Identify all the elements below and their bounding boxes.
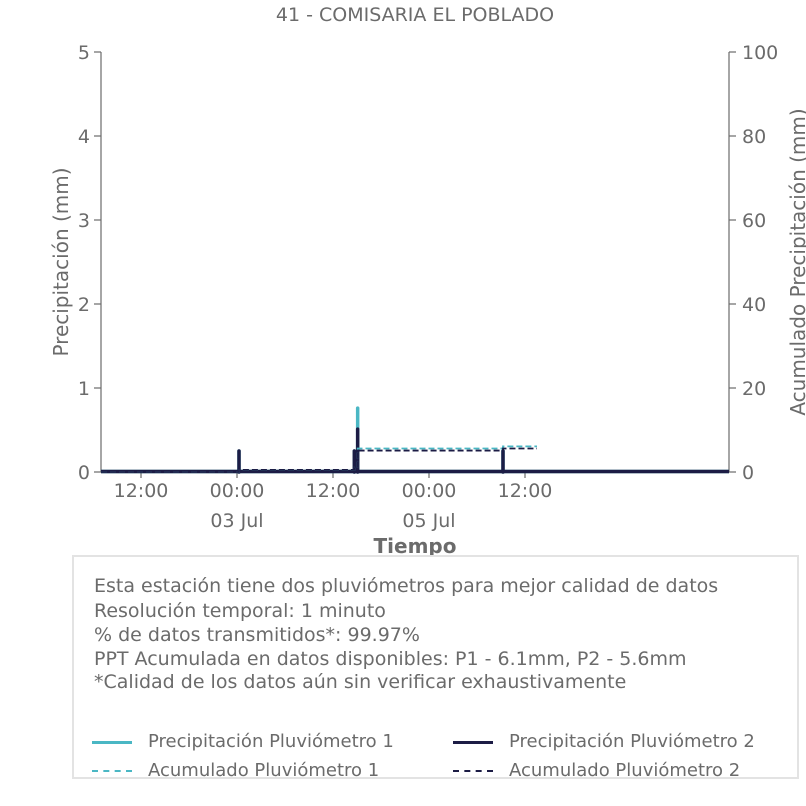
legend-swatch-p2 xyxy=(453,741,493,744)
y-tick-label: 2 xyxy=(78,294,90,316)
y2-tick-label: 100 xyxy=(742,42,778,64)
y-tick-label: 5 xyxy=(78,42,90,64)
x-tick-label: 12:00 xyxy=(498,480,553,502)
legend-swatch-a2 xyxy=(453,770,493,772)
x-axis-label: Tiempo xyxy=(374,534,457,558)
x-tick-label: 12:00 xyxy=(306,480,361,502)
x-tick-label: 00:00 xyxy=(210,480,265,502)
y2-axis-label: Acumulado Precipitación (mm) xyxy=(786,108,806,415)
x-tick-date-label: 03 Jul xyxy=(210,510,263,532)
y-tick-label: 3 xyxy=(78,210,90,232)
legend-label-a1: Acumulado Pluviómetro 1 xyxy=(148,760,380,781)
legend-swatch-p1 xyxy=(92,741,132,744)
legend-swatch-a1 xyxy=(92,770,132,772)
y-tick-label: 0 xyxy=(78,462,90,484)
plot-marks xyxy=(101,406,729,474)
x-tick-label: 00:00 xyxy=(402,480,457,502)
y-tick-label: 1 xyxy=(78,378,90,400)
info-accumulated: PPT Acumulada en datos disponibles: P1 -… xyxy=(94,648,687,670)
info-two-gauges: Esta estación tiene dos pluviómetros par… xyxy=(94,575,719,597)
info-legend-box: Esta estación tiene dos pluviómetros par… xyxy=(72,555,799,781)
y-tick-label: 4 xyxy=(78,126,90,148)
y-axis-label: Precipitación (mm) xyxy=(49,167,73,356)
y2-tick-label: 20 xyxy=(742,378,766,400)
info-resolution: Resolución temporal: 1 minuto xyxy=(94,600,386,622)
legend-label-a2: Acumulado Pluviómetro 2 xyxy=(509,760,741,781)
y2-tick-label: 40 xyxy=(742,294,766,316)
info-quality-note: *Calidad de los datos aún sin verificar … xyxy=(94,671,627,693)
y2-tick-label: 0 xyxy=(742,462,754,484)
chart-title: 41 - COMISARIA EL POBLADO xyxy=(276,4,554,26)
x-tick-date-label: 05 Jul xyxy=(402,510,455,532)
cumulative-line-a2 xyxy=(101,447,537,473)
y2-tick-label: 60 xyxy=(742,210,766,232)
rainfall-chart: 41 - COMISARIA EL POBLADO 0 1 2 3 4 5 0 20 40 60 8… xyxy=(49,4,806,558)
y2-tick-label: 80 xyxy=(742,126,766,148)
axes: 0 1 2 3 4 5 0 20 40 60 80 100 12:00 00:00 03 Jul 12:00 0… xyxy=(78,42,778,532)
legend-label-p2: Precipitación Pluviómetro 2 xyxy=(509,731,755,752)
legend-label-p1: Precipitación Pluviómetro 1 xyxy=(148,731,394,752)
x-tick-label: 12:00 xyxy=(114,480,169,502)
info-transmitted: % de datos transmitidos*: 99.97% xyxy=(94,624,420,646)
